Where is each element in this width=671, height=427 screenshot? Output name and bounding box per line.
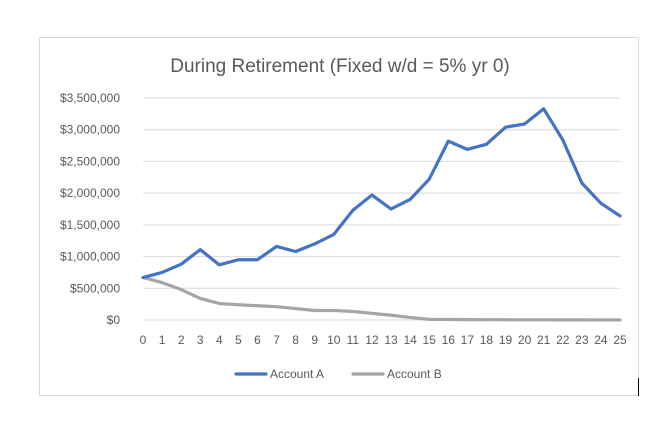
x-tick-label: 10 [327,333,341,347]
x-axis-ticks: 0 1 2 3 4 5 6 7 8 9 10 11 12 13 14 15 16 17 18 19 20 21 22 23 24… [140,333,627,347]
chart-title: During Retirement (Fixed w/d = 5% yr 0) [170,56,509,77]
x-tick-label: 24 [594,333,608,347]
x-tick-label: 23 [575,333,589,347]
series-lines [141,107,622,322]
x-tick-label: 4 [216,333,223,347]
x-tick-label: 17 [461,333,475,347]
y-tick-label: $500,000 [70,281,120,295]
gridlines [143,97,620,321]
x-tick-label: 13 [384,333,398,347]
chart-area: During Retirement (Fixed w/d = 5% yr 0) … [39,37,639,396]
series-line-account-a [141,107,622,280]
y-tick-label: $1,500,000 [60,218,120,232]
x-tick-label: 2 [178,333,185,347]
x-tick-label: 20 [518,333,532,347]
line-chart: During Retirement (Fixed w/d = 5% yr 0) … [60,56,627,381]
x-tick-label: 3 [197,333,204,347]
x-tick-label: 16 [442,333,456,347]
x-tick-label: 11 [347,333,360,347]
series-line-account-b [141,275,622,322]
x-tick-label: 21 [537,333,551,347]
y-tick-label: $2,000,000 [60,186,120,200]
y-tick-label: $1,000,000 [60,250,120,264]
x-tick-label: 12 [365,333,379,347]
x-tick-label: 22 [556,333,570,347]
x-tick-label: 15 [423,333,437,347]
x-tick-label: 5 [235,333,242,347]
x-tick-label: 0 [140,333,147,347]
x-tick-label: 1 [159,333,166,347]
x-tick-label: 7 [273,333,280,347]
y-tick-label: $3,500,000 [60,91,120,105]
legend-label: Account A [270,367,324,381]
y-tick-label: $3,000,000 [60,123,120,137]
x-tick-label: 8 [292,333,299,347]
y-tick-label: $2,500,000 [60,154,120,168]
x-tick-label: 6 [254,333,261,347]
legend-label: Account B [387,367,442,381]
y-tick-label: $0 [107,313,121,327]
x-tick-label: 19 [499,333,513,347]
x-tick-label: 18 [480,333,494,347]
y-axis-ticks: $0 $500,000 $1,000,000 $1,500,000 $2,000,000… [60,91,120,327]
legend: Account A Account B [234,367,442,381]
x-tick-label: 9 [311,333,318,347]
text-cursor [638,378,639,396]
x-tick-label: 14 [403,333,417,347]
x-tick-label: 25 [613,333,627,347]
